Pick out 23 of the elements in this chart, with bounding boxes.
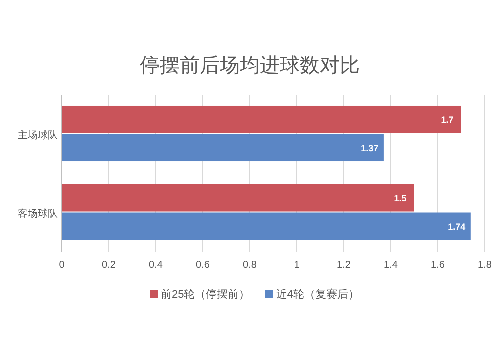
- bar: [62, 134, 384, 162]
- legend-label: 近4轮（复赛后）: [276, 288, 360, 301]
- x-tick-label: 1.2: [337, 260, 352, 271]
- x-tick-label: 0.2: [102, 260, 116, 271]
- bar: [62, 184, 414, 212]
- data-label: 1.7: [441, 115, 454, 126]
- y-tick-label: 客场球队: [18, 208, 58, 220]
- x-tick-label: 1.6: [431, 260, 446, 271]
- bar: [62, 106, 462, 134]
- chart-title: 停摆前后场均进球数对比: [140, 55, 360, 77]
- legend-label: 前25轮（停摆前）: [161, 289, 250, 301]
- data-label: 1.5: [394, 194, 407, 204]
- x-tick-label: 1.8: [478, 260, 492, 271]
- x-tick-label: 1.4: [384, 260, 398, 271]
- bar: [62, 212, 471, 240]
- data-label: 1.37: [361, 143, 379, 154]
- y-tick-label: 主场球队: [18, 129, 58, 142]
- data-label: 1.74: [448, 222, 466, 232]
- x-tick-label: 0: [59, 260, 66, 271]
- x-tick-label: 0.4: [149, 260, 164, 271]
- x-tick-label: 0.6: [196, 260, 210, 271]
- x-tick-label: 1: [294, 260, 300, 271]
- x-tick-label: 0.8: [243, 260, 258, 271]
